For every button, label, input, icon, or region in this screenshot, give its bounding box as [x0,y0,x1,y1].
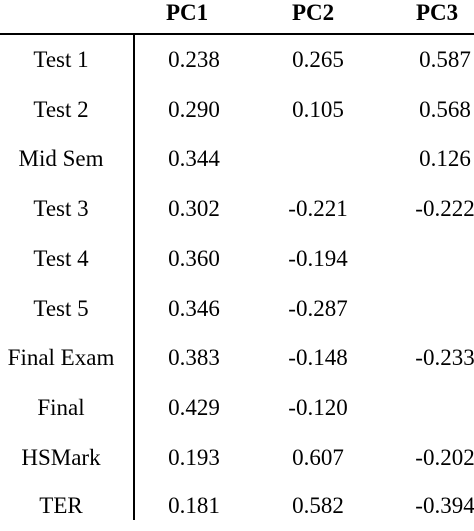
pc2-value: 0.105 [292,97,344,122]
table-row: Test 2 0.290 0.105 0.568 [0,85,474,135]
row-label: Test 2 [33,97,89,122]
row-label: Mid Sem [18,146,104,171]
pc2-value: 0.582 [292,493,344,518]
table-row: Final 0.429 -0.120 [0,383,474,433]
row-label: Final [37,395,85,420]
header-pc1: PC1 [166,0,209,25]
table-header-row: PC1 PC2 PC3 [0,0,474,34]
pc3-value: -0.202 [415,445,474,470]
pc3-value: 0.587 [419,47,471,72]
pc2-value: -0.148 [288,345,348,370]
pc3-value: 0.126 [419,146,471,171]
pc3-value: 0.568 [419,97,471,122]
pc2-value: -0.194 [288,246,348,271]
pc3-value: -0.222 [415,196,474,221]
row-label: TER [39,493,83,518]
pc3-value [400,383,474,433]
pc1-value: 0.346 [168,296,220,321]
pc2-value: -0.221 [288,196,348,221]
row-label: Test 4 [33,246,89,271]
row-label: Test 5 [33,296,89,321]
pc1-value: 0.290 [168,97,220,122]
row-label: HSMark [21,445,101,470]
pc1-value: 0.383 [168,345,220,370]
label-column-divider [133,33,135,520]
pc3-value: -0.394 [415,493,474,518]
row-label: Test 1 [33,47,89,72]
header-pc3: PC3 [416,0,459,25]
pc1-value: 0.238 [168,47,220,72]
table-row: Final Exam 0.383 -0.148 -0.233 [0,333,474,383]
table-row: TER 0.181 0.582 -0.394 [0,481,474,531]
pc1-value: 0.181 [168,493,220,518]
pc2-value [274,134,362,184]
pc3-value: -0.233 [415,345,474,370]
pc2-value: -0.120 [288,395,348,420]
table-row: Test 1 0.238 0.265 0.587 [0,35,474,85]
table-row: Test 4 0.360 -0.194 [0,234,474,284]
pc2-value: -0.287 [288,296,348,321]
pc1-value: 0.344 [168,146,220,171]
table-row: Test 3 0.302 -0.221 -0.222 [0,184,474,234]
pc1-value: 0.429 [168,395,220,420]
table-row: Test 5 0.346 -0.287 [0,284,474,334]
pc1-value: 0.360 [168,246,220,271]
pc2-value: 0.265 [292,47,344,72]
pc3-value [400,284,474,334]
row-label: Final Exam [7,345,115,370]
pc1-value: 0.193 [168,445,220,470]
pc2-value: 0.607 [292,445,344,470]
pc1-value: 0.302 [168,196,220,221]
pc3-value [400,234,474,284]
table-row: Mid Sem 0.344 0.126 [0,134,474,184]
row-label: Test 3 [33,196,89,221]
header-pc2: PC2 [292,0,335,25]
header-divider [0,33,474,35]
table-row: HSMark 0.193 0.607 -0.202 [0,433,474,483]
